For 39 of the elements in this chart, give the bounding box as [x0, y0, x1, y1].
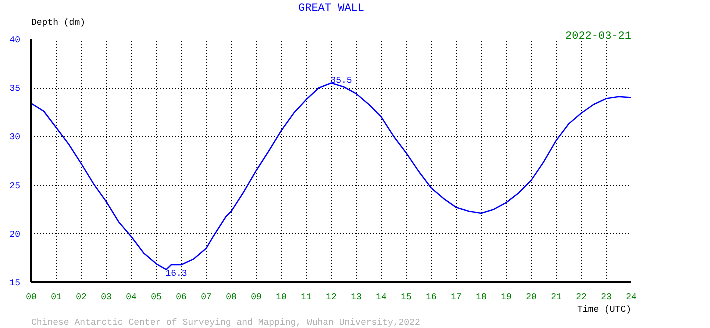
y-tick-label: 25: [10, 181, 21, 192]
annotation: 2022-03-21: [565, 31, 632, 43]
annotation: 16.3: [166, 268, 188, 279]
x-tick-label: 12: [326, 292, 337, 302]
x-tick-label: 17: [451, 292, 462, 302]
y-tick-label: 35: [10, 84, 21, 94]
y-tick-label: 20: [10, 230, 21, 240]
x-tick-label: 13: [351, 292, 362, 302]
y-tick-label: 15: [10, 278, 21, 288]
y-axis-title: Depth (dm): [32, 18, 86, 28]
x-tick-label: 08: [226, 292, 237, 302]
line-series: [32, 82, 632, 271]
x-tick-label: 09: [251, 292, 262, 302]
x-tick-label: 14: [376, 292, 387, 302]
x-tick-label: 02: [76, 292, 87, 302]
x-tick-label: 21: [551, 292, 562, 302]
x-tick-label: 04: [126, 292, 137, 302]
x-tick-label: 23: [601, 292, 612, 302]
x-tick-label: 05: [151, 292, 162, 302]
x-tick-label: 06: [176, 292, 187, 302]
x-tick-label: 03: [101, 292, 112, 302]
chart-title: GREAT WALL: [298, 3, 365, 15]
x-tick-label: 01: [51, 292, 62, 302]
x-tick-label: 22: [576, 292, 587, 302]
x-tick-label: 24: [626, 292, 637, 302]
x-tick-label: 15: [401, 292, 412, 302]
x-axis-title: Time (UTC): [577, 305, 632, 315]
annotation: 35.5: [330, 76, 352, 86]
x-tick-label: 07: [201, 292, 212, 302]
x-tick-label: 10: [276, 292, 287, 302]
x-tick-label: 20: [526, 292, 537, 302]
y-tick-label: 40: [10, 36, 21, 46]
x-tick-label: 19: [501, 292, 512, 302]
x-tick-label: 18: [476, 292, 487, 302]
x-tick-label: 16: [426, 292, 437, 302]
x-tick-label: 11: [301, 292, 312, 302]
x-tick-label: 00: [26, 292, 37, 302]
text: Chinese Antarctic Center of Surveying and Mapping, Wuhan University,2022: [32, 318, 420, 328]
y-tick-label: 30: [10, 132, 21, 143]
